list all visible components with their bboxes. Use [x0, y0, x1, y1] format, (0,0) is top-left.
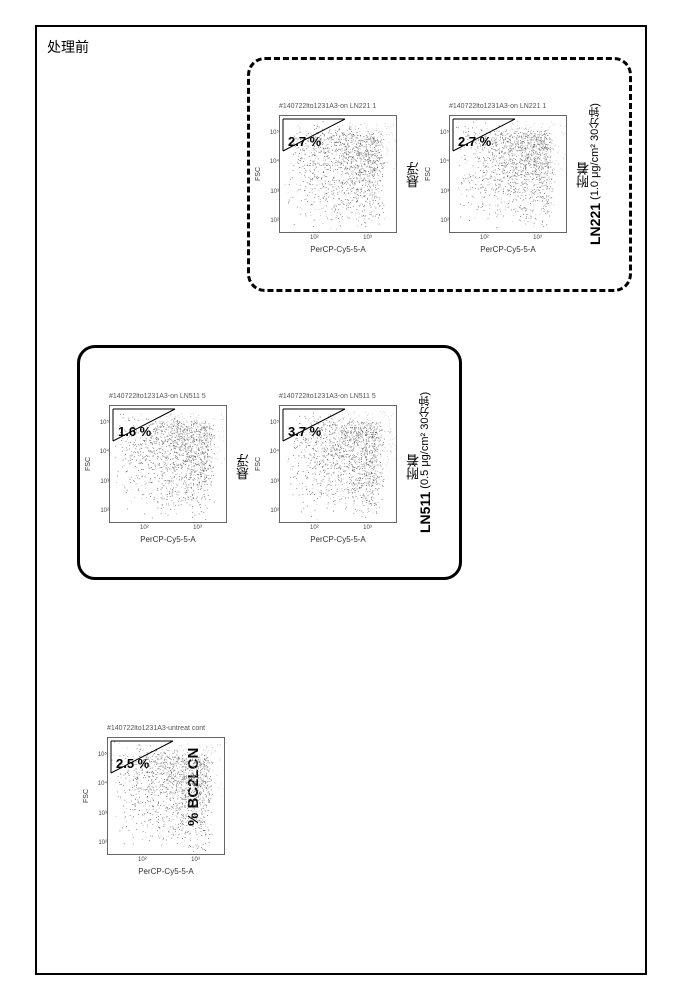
plot-ln221-att: #140722lto1231A3-on LN221 1 FSC 2.7 % 10…	[427, 105, 577, 255]
plot-ln511-susp: #140722lto1231A3-on LN511 5 FSC 1.6 % 10…	[87, 395, 237, 545]
plot-area: 2.7 %	[449, 115, 567, 233]
percent-value: 2.7 %	[458, 134, 491, 149]
y-ticks: 10² 10³ 10⁴ 10⁵	[435, 115, 449, 233]
x-ticks: 10² 10³	[449, 235, 567, 245]
x-axis-label: PerCP-Cy5-5-A	[449, 245, 567, 254]
x-ticks: 10² 10³	[109, 525, 227, 535]
percent-value: 3.7 %	[288, 424, 321, 439]
plot-area: 3.7 %	[279, 405, 397, 523]
y-axis-label: FSC	[85, 405, 95, 523]
plot-title: #140722lto1231A3-on LN511 5	[109, 393, 227, 400]
percent-value: 2.7 %	[288, 134, 321, 149]
y-axis-label: FSC	[83, 737, 93, 855]
plot-area: 2.7 %	[279, 115, 397, 233]
plot-title: #140722lto1231A3-on LN221 1	[449, 103, 567, 110]
x-ticks: 10² 10³	[107, 857, 225, 867]
x-axis-label: PerCP-Cy5-5-A	[109, 535, 227, 544]
y-ticks: 10² 10³ 10⁴ 10⁵	[95, 405, 109, 523]
plot-title: #140722lto1231A3-on LN221 1	[279, 103, 397, 110]
x-ticks: 10² 10³	[279, 235, 397, 245]
plot-area: 1.6 %	[109, 405, 227, 523]
plot-untreated: #140722lto1231A3-untreat cont FSC 2.5 % …	[85, 727, 235, 877]
y-ticks: 10² 10³ 10⁴ 10⁵	[93, 737, 107, 855]
y-axis-label: FSC	[255, 405, 265, 523]
y-ticks: 10² 10³ 10⁴ 10⁵	[265, 405, 279, 523]
x-ticks: 10² 10³	[279, 525, 397, 535]
plot-title: #140722lto1231A3-untreat cont	[107, 725, 225, 732]
pretreatment-label: 处理前	[47, 37, 89, 57]
plot-title: #140722lto1231A3-on LN511 5	[279, 393, 397, 400]
x-axis-label: PerCP-Cy5-5-A	[279, 535, 397, 544]
figure-frame: 处理前 % BC2LCN #140722lto1231A3-untreat co…	[35, 25, 647, 975]
y-axis-label: FSC	[425, 115, 435, 233]
y-ticks: 10² 10³ 10⁴ 10⁵	[265, 115, 279, 233]
percent-value: 2.5 %	[116, 756, 149, 771]
x-axis-label: PerCP-Cy5-5-A	[279, 245, 397, 254]
plot-ln221-susp: #140722lto1231A3-on LN221 1 FSC 2.7 % 10…	[257, 105, 407, 255]
x-axis-label: PerCP-Cy5-5-A	[107, 867, 225, 876]
plot-ln511-att: #140722lto1231A3-on LN511 5 FSC 3.7 % 10…	[257, 395, 407, 545]
plot-area: 2.5 %	[107, 737, 225, 855]
y-axis-label: FSC	[255, 115, 265, 233]
percent-value: 1.6 %	[118, 424, 151, 439]
